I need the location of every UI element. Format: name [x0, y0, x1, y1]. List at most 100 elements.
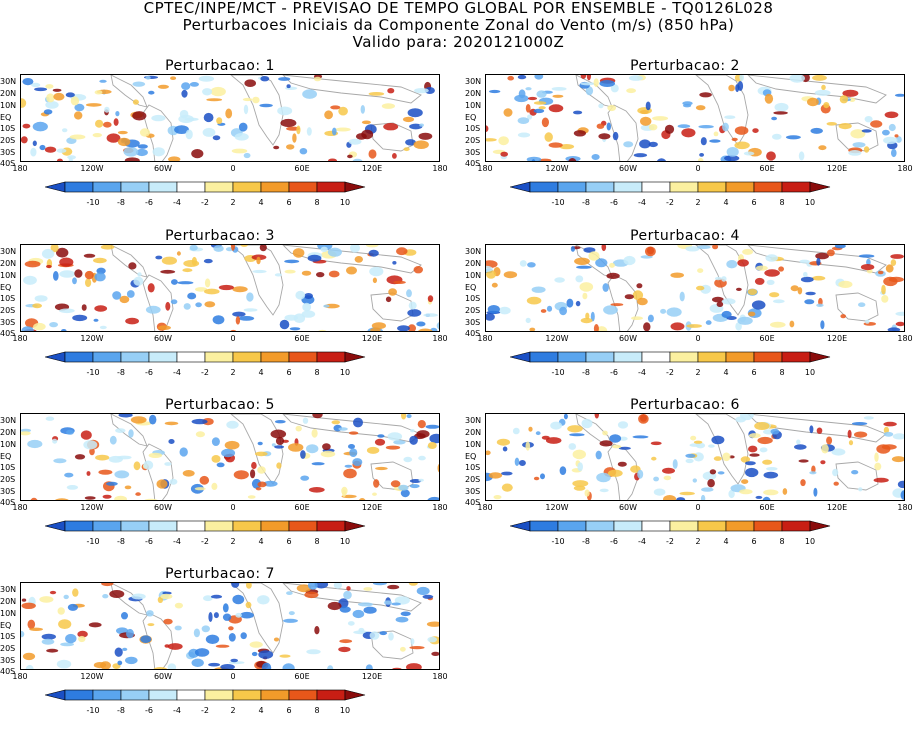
- perturbation-blob: [132, 81, 146, 87]
- perturbation-blob: [653, 476, 659, 482]
- perturbation-blob: [528, 426, 533, 432]
- coastline: [282, 75, 422, 104]
- perturbation-blob: [109, 435, 117, 445]
- perturbation-blob: [34, 295, 48, 302]
- perturbation-blob: [827, 249, 835, 257]
- colorbar-segment: [697, 351, 727, 363]
- map-area: [20, 244, 440, 332]
- perturbation-blob: [895, 311, 904, 316]
- longitude-label: 180: [477, 164, 493, 173]
- perturbation-blob: [486, 270, 496, 279]
- colorbar-label: 10: [339, 198, 351, 207]
- perturbation-blob: [403, 456, 413, 463]
- colorbar-segment: [120, 520, 150, 532]
- perturbation-blob: [145, 305, 161, 314]
- perturbation-blob: [296, 125, 301, 135]
- perturbation-blob: [410, 638, 415, 645]
- perturbation-blob: [32, 140, 37, 147]
- perturbation-blob: [242, 97, 253, 102]
- perturbation-blob: [500, 151, 508, 157]
- perturbation-blob: [431, 651, 439, 656]
- perturbation-blob: [353, 417, 363, 428]
- colorbar-left-arrow: [510, 520, 531, 532]
- perturbation-blob: [544, 132, 553, 142]
- perturbation-blob: [813, 487, 818, 497]
- colorbar-label: -10: [86, 537, 100, 546]
- coastline: [370, 630, 414, 660]
- perturbation-blob: [347, 621, 355, 626]
- perturbation-blob: [628, 75, 643, 81]
- perturbation-blob: [778, 266, 784, 272]
- perturbation-blob: [395, 616, 409, 623]
- perturbation-blob: [766, 467, 778, 471]
- perturbation-blob: [858, 487, 863, 492]
- perturbation-blob: [607, 469, 623, 477]
- longitude-label: 180: [477, 503, 493, 512]
- perturbation-blob: [891, 456, 904, 463]
- perturbation-blob: [419, 123, 424, 127]
- perturbation-blob: [358, 627, 365, 633]
- longitude-label: 60E: [294, 334, 310, 343]
- perturbation-blob: [231, 148, 248, 154]
- perturbation-blob: [580, 317, 593, 324]
- perturbation-blob: [185, 129, 193, 140]
- perturbation-blob: [626, 88, 636, 94]
- perturbation-blob: [95, 119, 104, 128]
- longitude-label: 60E: [294, 672, 310, 681]
- perturbation-blob: [559, 144, 575, 150]
- perturbation-blob: [292, 248, 305, 258]
- perturbation-blob: [883, 426, 889, 434]
- perturbation-blob: [302, 417, 309, 424]
- perturbation-blob: [44, 146, 57, 153]
- perturbation-blob: [244, 79, 256, 87]
- perturbation-blob: [584, 489, 590, 497]
- perturbation-blob: [416, 321, 426, 327]
- perturbation-blob: [743, 151, 755, 156]
- perturbation-blob: [617, 461, 627, 467]
- perturbation-field: [21, 245, 439, 331]
- perturbation-blob: [74, 111, 83, 120]
- colorbar-label: -6: [610, 537, 618, 546]
- coastline: [142, 274, 174, 331]
- perturbation-blob: [249, 641, 263, 648]
- latitude-label: 20S: [0, 136, 16, 145]
- perturbation-blob: [208, 612, 213, 622]
- colorbar-segment: [316, 689, 346, 701]
- perturbation-blob: [823, 102, 830, 109]
- perturbation-blob: [85, 278, 92, 287]
- perturbation-blob: [72, 277, 77, 285]
- longitude-label: 60E: [759, 164, 775, 173]
- perturbation-blob: [888, 123, 896, 132]
- colorbar-segment: [92, 520, 122, 532]
- perturbation-blob: [812, 75, 827, 81]
- perturbation-blob: [606, 272, 620, 279]
- perturbation-blob: [488, 472, 503, 479]
- perturbation-blob: [794, 444, 807, 450]
- perturbation-blob: [181, 82, 191, 90]
- perturbation-blob: [585, 312, 590, 320]
- perturbation-blob: [865, 319, 870, 324]
- perturbation-blob: [114, 495, 127, 500]
- perturbation-blob: [393, 440, 406, 445]
- perturbation-blob: [194, 487, 206, 491]
- perturbation-blob: [139, 128, 151, 137]
- perturbation-blob: [409, 646, 425, 650]
- perturbation-blob: [540, 309, 547, 313]
- perturbation-blob: [204, 301, 216, 308]
- perturbation-blob: [164, 462, 172, 466]
- colorbar-segment: [232, 520, 262, 532]
- colorbar: [45, 689, 366, 701]
- colorbar-label: 6: [751, 368, 757, 377]
- perturbation-blob: [645, 246, 656, 257]
- perturbation-blob: [851, 422, 868, 426]
- coastline: [747, 75, 887, 104]
- perturbation-blob: [199, 475, 210, 485]
- colorbar-label: -10: [551, 368, 565, 377]
- longitude-label: 60E: [759, 334, 775, 343]
- perturbation-blob: [373, 479, 380, 488]
- perturbation-blob: [106, 481, 118, 486]
- perturbation-blob: [261, 662, 272, 669]
- colorbar-label: 6: [751, 198, 757, 207]
- colorbar-segment: [669, 351, 699, 363]
- perturbation-blob: [692, 478, 697, 483]
